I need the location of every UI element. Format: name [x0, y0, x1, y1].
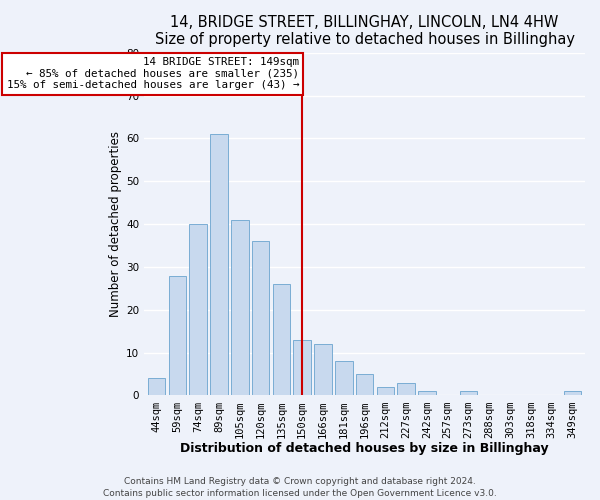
Bar: [377, 387, 394, 396]
Text: Contains HM Land Registry data © Crown copyright and database right 2024.
Contai: Contains HM Land Registry data © Crown c…: [103, 476, 497, 498]
Bar: [293, 340, 311, 396]
Bar: [148, 378, 166, 396]
Bar: [169, 276, 186, 396]
Bar: [460, 391, 478, 396]
Y-axis label: Number of detached properties: Number of detached properties: [109, 131, 122, 317]
Bar: [231, 220, 248, 396]
Bar: [314, 344, 332, 396]
Bar: [252, 241, 269, 396]
Bar: [418, 391, 436, 396]
Bar: [356, 374, 373, 396]
Title: 14, BRIDGE STREET, BILLINGHAY, LINCOLN, LN4 4HW
Size of property relative to det: 14, BRIDGE STREET, BILLINGHAY, LINCOLN, …: [155, 15, 575, 48]
Bar: [335, 361, 353, 396]
Bar: [397, 382, 415, 396]
Bar: [210, 134, 228, 396]
Bar: [563, 391, 581, 396]
X-axis label: Distribution of detached houses by size in Billinghay: Distribution of detached houses by size …: [180, 442, 549, 455]
Text: 14 BRIDGE STREET: 149sqm
← 85% of detached houses are smaller (235)
15% of semi-: 14 BRIDGE STREET: 149sqm ← 85% of detach…: [7, 57, 299, 90]
Bar: [190, 224, 207, 396]
Bar: [272, 284, 290, 396]
